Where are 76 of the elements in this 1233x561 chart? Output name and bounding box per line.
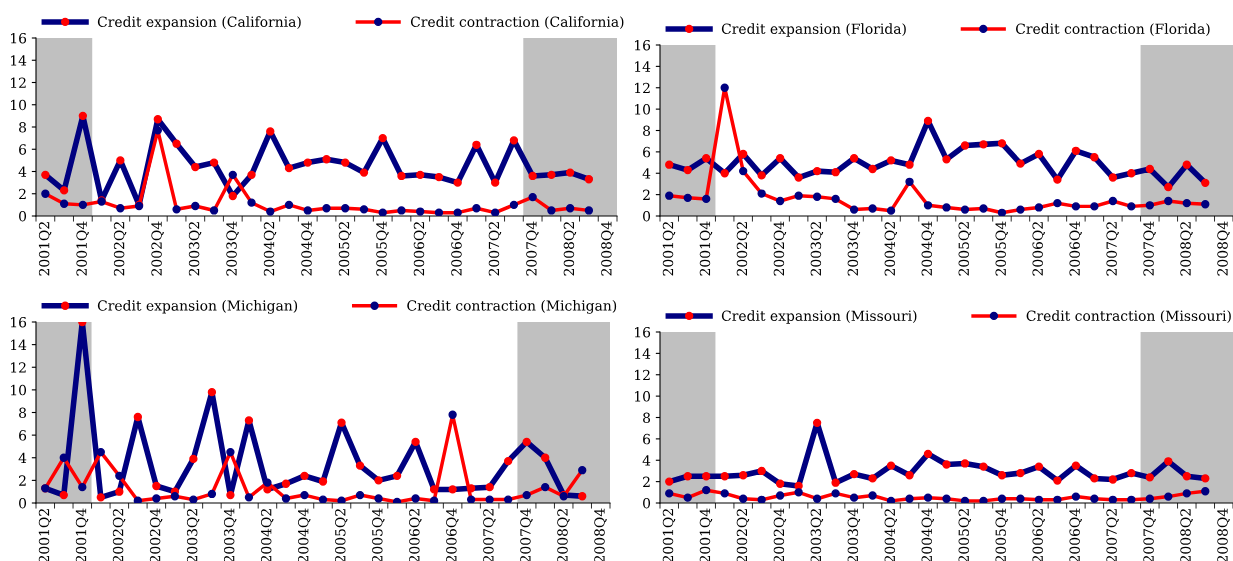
x-tick-label: 2002Q4 xyxy=(151,221,164,276)
y-tick-label: 16 xyxy=(634,39,651,51)
x-tick-label: 2005Q4 xyxy=(995,221,1009,276)
y-tick-label: 0 xyxy=(19,497,27,509)
x-tick-label: 2007Q4 xyxy=(1143,221,1156,276)
y-tick-label: 2 xyxy=(643,189,650,200)
y-tick-label: 16 xyxy=(10,316,27,328)
x-tick-label: 2002Q2 xyxy=(736,222,750,276)
y-tick-label: 8 xyxy=(19,407,27,418)
y-tick-label: 16 xyxy=(634,326,651,338)
y-tick-label: 14 xyxy=(10,339,27,350)
y-tick-label: 8 xyxy=(643,125,651,136)
y-tick-label: 4 xyxy=(642,168,651,179)
y-tick-label: 6 xyxy=(19,144,27,155)
y-tick-label: 14 xyxy=(10,55,27,66)
x-tick-label: 2003Q2 xyxy=(188,222,202,276)
y-tick-label: 12 xyxy=(634,369,650,381)
x-tick-label: 2003Q2 xyxy=(810,222,824,276)
x-tick-label: 2007Q2 xyxy=(1106,222,1119,276)
x-tick-label: 2001Q2 xyxy=(662,222,676,276)
y-tick-label: 14 xyxy=(634,348,651,359)
x-tick-label: 2008Q4 xyxy=(601,221,614,276)
y-tick-label: 4 xyxy=(642,455,651,466)
x-tick-label: 2001Q4 xyxy=(699,221,713,276)
y-tick-label: 12 xyxy=(634,82,650,94)
x-tick-label: 2006Q4 xyxy=(451,221,464,276)
legend-label: Credit contraction (California) xyxy=(410,16,624,29)
legend-label: Credit contraction (Florida) xyxy=(1016,23,1210,36)
y-tick-label: 10 xyxy=(634,104,651,115)
y-tick-label: 2 xyxy=(19,475,26,486)
legend-label: Credit contraction (Michigan) xyxy=(407,300,617,314)
x-tick-label: 2007Q2 xyxy=(488,222,502,276)
y-tick-label: 10 xyxy=(10,99,27,111)
y-tick-label: 0 xyxy=(643,497,651,509)
x-tick-label: 2001Q2 xyxy=(38,222,52,276)
y-tick-label: 14 xyxy=(634,61,651,72)
y-tick-label: 6 xyxy=(643,433,651,445)
y-tick-label: 8 xyxy=(19,121,27,133)
x-tick-label: 2006Q2 xyxy=(1032,222,1045,276)
y-tick-label: 0 xyxy=(643,210,651,222)
y-tick-label: 8 xyxy=(643,412,651,423)
y-tick-label: 2 xyxy=(643,476,650,487)
y-tick-label: 10 xyxy=(10,384,27,396)
y-tick-label: 6 xyxy=(643,146,651,158)
y-tick-label: 6 xyxy=(19,430,27,441)
y-tick-label: 4 xyxy=(18,452,27,464)
y-tick-label: 4 xyxy=(18,166,27,177)
y-tick-label: 12 xyxy=(10,362,26,373)
x-tick-label: 2004Q4 xyxy=(921,221,935,276)
x-tick-label: 2005Q2 xyxy=(338,222,352,276)
x-tick-label: 2006Q2 xyxy=(413,222,427,276)
x-tick-label: 2002Q2 xyxy=(113,222,127,276)
x-tick-label: 2001Q4 xyxy=(76,221,89,276)
y-tick-label: 16 xyxy=(10,32,27,44)
x-tick-label: 2006Q4 xyxy=(1069,221,1082,276)
x-tick-label: 2005Q2 xyxy=(958,222,972,276)
legend-label: Credit expansion (Florida) xyxy=(721,23,906,37)
legend-label: Credit expansion (Michigan) xyxy=(97,300,298,314)
y-tick-label: 10 xyxy=(634,391,651,402)
x-tick-label: 2003Q4 xyxy=(847,221,861,276)
y-tick-label: 0 xyxy=(19,210,27,222)
legend-label: Credit contraction (Missouri) xyxy=(1026,310,1231,323)
x-tick-label: 2007Q4 xyxy=(526,221,539,276)
y-tick-label: 2 xyxy=(19,188,26,200)
x-tick-label: 2008Q2 xyxy=(563,222,577,276)
x-tick-label: 2004Q4 xyxy=(301,221,314,276)
x-tick-label: 2008Q2 xyxy=(1180,222,1193,276)
x-tick-label: 2004Q2 xyxy=(263,222,277,276)
legend-label: Credit expansion (California) xyxy=(97,16,301,30)
x-tick-label: 2003Q4 xyxy=(226,221,239,276)
x-tick-label: 2002Q4 xyxy=(773,221,787,276)
x-tick-label: 2008Q4 xyxy=(1217,221,1230,276)
x-tick-label: 2004Q2 xyxy=(884,222,898,276)
y-tick-label: 12 xyxy=(10,77,26,88)
x-tick-label: 2005Q4 xyxy=(376,221,389,276)
legend-label: Credit expansion (Missouri) xyxy=(721,310,917,324)
